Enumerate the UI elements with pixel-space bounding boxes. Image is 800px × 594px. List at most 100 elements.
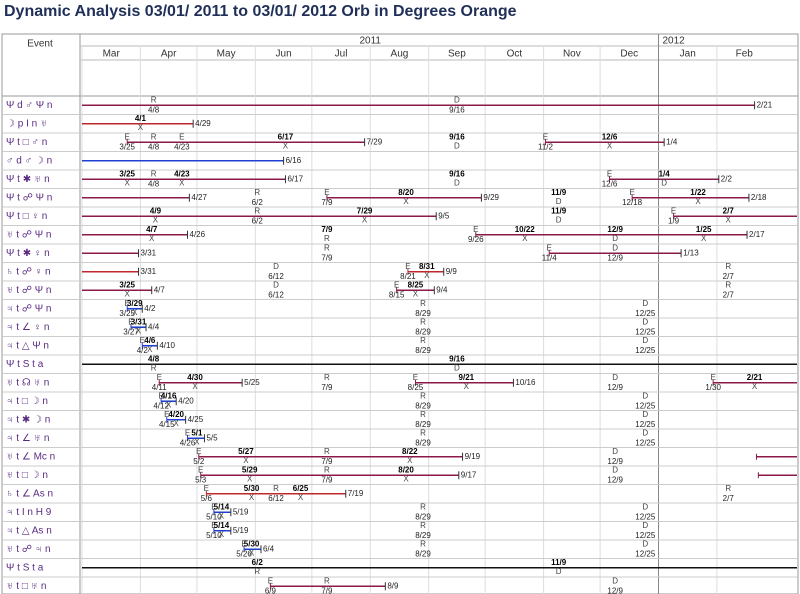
event-label: Ψ t ✱ ♅ n [6, 174, 50, 185]
event-letter: E [179, 132, 184, 141]
event-date: 8/29 [415, 327, 431, 336]
exact-date: 3/31 [131, 317, 147, 326]
event-date: 6/12 [268, 290, 284, 299]
event-label: ♃ t ☍ Ψ n [6, 303, 51, 314]
event-letter: D [612, 234, 618, 243]
end-date: 4/2 [144, 304, 156, 313]
event-letter: X [695, 197, 701, 206]
event-date: 7/9 [321, 383, 333, 392]
event-date: 4/15 [159, 420, 175, 429]
event-letter: D [612, 465, 618, 474]
event-letter: X [166, 400, 172, 409]
end-date: 5/25 [244, 378, 260, 387]
end-date: 3/31 [141, 267, 157, 276]
year-label: 2012 [663, 36, 686, 47]
event-date: 12/25 [635, 438, 656, 447]
end-date: 6/4 [263, 544, 275, 553]
event-letter: R [420, 317, 426, 326]
event-date: 6/2 [252, 198, 264, 207]
event-date: 4/26 [180, 438, 196, 447]
event-date: 8/21 [400, 272, 416, 281]
event-letter: R [324, 373, 330, 382]
end-date: 1/13 [683, 248, 699, 257]
event-date: 9/16 [449, 105, 465, 114]
end-date: 9/17 [461, 470, 477, 479]
event-letter: E [125, 299, 130, 308]
exact-date: 10/22 [515, 225, 536, 234]
event-letter: E [671, 206, 676, 215]
event-date: 11/4 [542, 253, 558, 262]
event-date: 4/2 [137, 346, 149, 355]
exact-date: 8/20 [398, 188, 414, 197]
end-date: 3/31 [141, 248, 157, 257]
event-letter: D [454, 141, 460, 150]
event-label: Ψ t ✱ ♀ n [6, 248, 50, 259]
event-letter: R [151, 132, 157, 141]
event-letter: D [612, 447, 618, 456]
event-date: 8/29 [415, 531, 431, 540]
exact-date: 2/7 [723, 206, 735, 215]
end-date: 8/9 [387, 581, 399, 590]
event-letter: D [612, 373, 618, 382]
event-letter: R [324, 234, 330, 243]
end-date: 9/29 [483, 193, 499, 202]
event-label: Ψ d ♂ Ψ n [6, 100, 52, 111]
event-letter: R [420, 410, 426, 419]
exact-date: 8/22 [402, 447, 418, 456]
event-letter: R [324, 576, 330, 585]
event-date: 5/10 [206, 531, 222, 540]
exact-date: 8/31 [419, 262, 435, 271]
event-letter: R [151, 95, 157, 104]
event-label: Ψ t □ ♂ n [6, 137, 47, 148]
event-letter: R [420, 539, 426, 548]
event-letter: D [642, 502, 648, 511]
exact-date: 7/9 [321, 225, 333, 234]
event-date: 7/9 [321, 457, 333, 466]
exact-date: 4/7 [146, 225, 158, 234]
event-date: 8/29 [415, 549, 431, 558]
event-date: 5/6 [201, 494, 213, 503]
event-letter: D [642, 317, 648, 326]
event-letter: D [642, 336, 648, 345]
exact-date: 6/2 [252, 558, 264, 567]
event-letter: E [547, 243, 552, 252]
exact-date: 4/8 [148, 354, 160, 363]
event-date: 2/7 [723, 272, 735, 281]
event-label: ☽ p I n ♅ [6, 118, 47, 129]
end-date: 10/16 [515, 378, 536, 387]
event-label: Ψ t ☍ Ψ n [6, 192, 52, 203]
event-letter: X [125, 178, 131, 187]
event-date: 12/25 [635, 531, 656, 540]
event-letter: D [454, 178, 460, 187]
end-date: 4/7 [154, 285, 166, 294]
event-label: Ψ t S t a [6, 359, 44, 370]
event-letter: D [273, 262, 279, 271]
event-letter: X [194, 437, 200, 446]
event-label: ♅ t □ ♅ n [6, 581, 47, 592]
month-label: Feb [736, 49, 754, 60]
exact-date: 4/23 [174, 169, 190, 178]
end-date: 6/17 [287, 174, 303, 183]
exact-date: 5/30 [244, 539, 260, 548]
end-date: 2/2 [721, 174, 733, 183]
event-letter: E [629, 188, 634, 197]
event-date: 2/7 [723, 494, 735, 503]
event-letter: R [420, 521, 426, 530]
event-date: 12/9 [607, 457, 623, 466]
event-letter: E [211, 521, 216, 530]
end-date: 1/4 [666, 137, 678, 146]
event-date: 12/18 [622, 198, 643, 207]
event-date: 5/26 [236, 549, 252, 558]
event-date: 3/25 [119, 309, 135, 318]
event-letter: D [661, 178, 667, 187]
exact-date: 9/16 [449, 354, 465, 363]
event-letter: R [725, 262, 731, 271]
exact-date: 5/30 [244, 484, 260, 493]
event-label: ♅ t ☍ ♃ n [6, 544, 51, 555]
event-letter: X [752, 382, 758, 391]
end-date: 4/29 [195, 119, 211, 128]
month-label: Oct [507, 49, 523, 60]
event-letter: X [219, 511, 225, 520]
event-letter: E [128, 317, 133, 326]
event-date: 3/27 [123, 327, 139, 336]
